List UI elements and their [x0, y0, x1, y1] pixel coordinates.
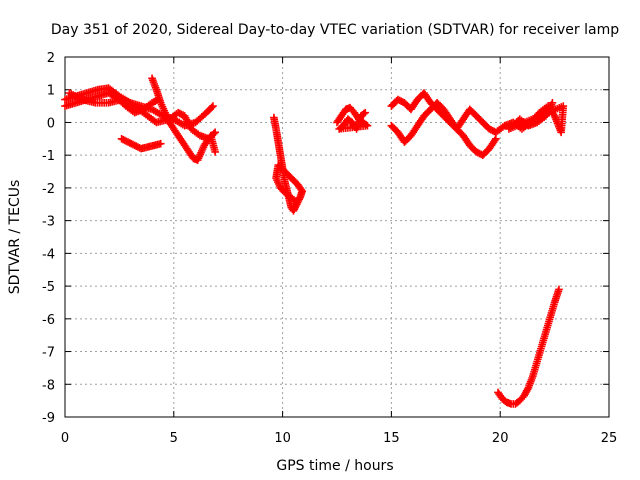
x-tick-labels: 0 5 10 15 20 25 [61, 431, 617, 446]
series-arc-11 [494, 285, 563, 408]
data-point-marker [209, 102, 217, 110]
y-tick-label: -1 [42, 149, 55, 164]
y-tick-label: -6 [42, 313, 55, 328]
series-arc-10 [492, 99, 568, 137]
y-tick-label: 1 [47, 84, 55, 99]
data-point-marker [548, 99, 557, 107]
x-axis-label: GPS time / hours [276, 458, 393, 474]
data-point-marker [492, 135, 500, 143]
series-arc-6 [270, 113, 306, 215]
data-point-marker [211, 148, 219, 156]
y-tick-label: 0 [47, 116, 55, 131]
series-arc-3 [65, 89, 219, 143]
axis-ticks [64, 56, 610, 418]
x-tick-label: 5 [170, 431, 178, 446]
y-tick-label: -5 [42, 280, 55, 295]
plot-frame [64, 56, 610, 418]
series-arc-4 [148, 74, 219, 164]
y-tick-label: -4 [42, 247, 55, 262]
x-tick-label: 20 [492, 431, 509, 446]
x-tick-label: 10 [274, 431, 291, 446]
series-arc-7 [333, 103, 372, 133]
x-tick-label: 15 [383, 431, 400, 446]
y-tick-label: -3 [42, 215, 55, 230]
x-tick-label: 0 [61, 431, 69, 446]
data-point-marker [211, 128, 219, 137]
y-axis-label: SDTVAR / TECUs [7, 180, 23, 295]
y-tick-label: -7 [42, 346, 55, 361]
data-point-marker [291, 197, 300, 205]
y-tick-labels: 2 1 0 -1 -2 -3 -4 -5 -6 -7 -8 -9 [42, 51, 55, 426]
data-points [61, 74, 568, 408]
data-point-marker [555, 285, 563, 294]
data-point-marker [156, 139, 165, 148]
x-tick-label: 25 [601, 431, 618, 446]
y-tick-label: -8 [42, 378, 55, 393]
chart-title: Day 351 of 2020, Sidereal Day-to-day VTE… [51, 22, 619, 38]
y-tick-label: -2 [42, 182, 55, 197]
y-tick-label: -9 [42, 411, 55, 426]
series-arc-5 [117, 135, 165, 153]
y-tick-label: 2 [47, 51, 55, 66]
data-point-marker [361, 108, 370, 117]
